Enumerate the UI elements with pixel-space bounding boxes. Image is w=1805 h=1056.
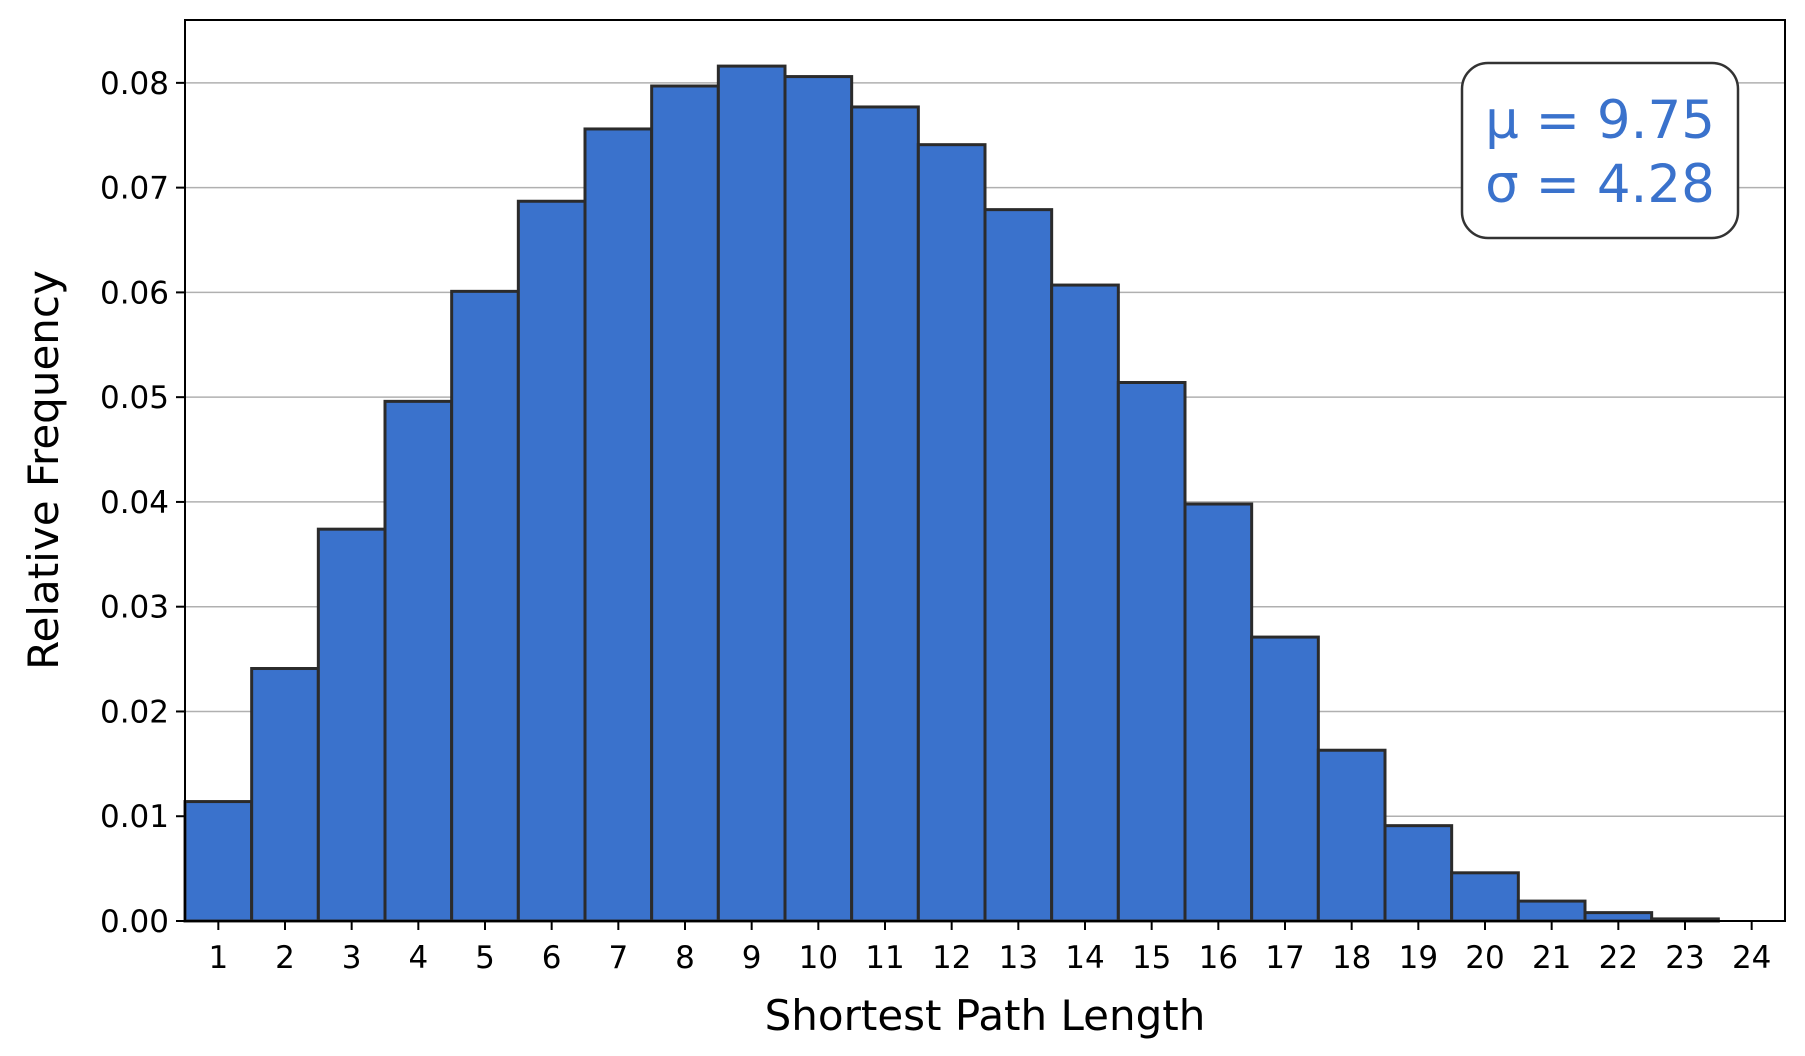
x-tick-label: 5 (475, 940, 495, 976)
bar (1316, 748, 1387, 923)
bar (1250, 635, 1320, 923)
bar (1516, 899, 1587, 923)
x-tick-label: 16 (1199, 940, 1238, 976)
x-axis: 1 2 3 4 5 6 7 8 9 10 11 12 13 14 15 16 17 18 19 20 21 22 23 24 (208, 921, 1771, 976)
bar (716, 64, 787, 923)
x-tick-label: 8 (675, 940, 695, 976)
bar (1183, 502, 1254, 923)
bar (916, 143, 987, 923)
x-tick-label: 6 (542, 940, 562, 976)
bar (1116, 380, 1187, 923)
x-tick-label: 13 (999, 940, 1038, 976)
x-tick-label: 12 (932, 940, 971, 976)
y-axis-label: Relative Frequency (19, 270, 68, 670)
stats-box-frame (1460, 61, 1740, 240)
x-tick-label: 22 (1599, 940, 1638, 976)
bar (1450, 871, 1520, 923)
y-axis: 0.00 0.01 0.02 0.03 0.04 0.05 0.06 0.07 0.08 (100, 66, 185, 940)
x-tick-label: 3 (342, 940, 362, 976)
bar (183, 800, 254, 923)
bar (1383, 824, 1454, 923)
x-tick-label: 21 (1532, 940, 1571, 976)
x-tick-label: 15 (1132, 940, 1171, 976)
x-axis-label: Shortest Path Length (765, 991, 1206, 1040)
stats-annotation: μ = 9.75 σ = 4.28 (1460, 61, 1740, 240)
x-tick-label: 24 (1732, 940, 1771, 976)
y-tick-label: 0.05 (100, 380, 169, 416)
mean-label: μ = 9.75 (1485, 90, 1715, 151)
y-tick-label: 0.02 (100, 694, 169, 730)
bar (516, 199, 587, 923)
y-tick-label: 0.01 (100, 799, 169, 835)
y-tick-label: 0.08 (100, 66, 169, 102)
bar (983, 208, 1054, 923)
bar (250, 667, 320, 923)
bar (650, 84, 720, 923)
y-tick-label: 0.04 (100, 485, 169, 521)
x-tick-label: 14 (1065, 940, 1104, 976)
y-tick-label: 0.00 (100, 904, 169, 940)
bars (183, 64, 1720, 923)
x-tick-label: 19 (1399, 940, 1438, 976)
y-tick-label: 0.03 (100, 590, 169, 626)
x-tick-label: 7 (608, 940, 628, 976)
std-label: σ = 4.28 (1485, 154, 1715, 215)
x-tick-label: 11 (865, 940, 904, 976)
x-tick-label: 18 (1332, 940, 1371, 976)
x-tick-label: 20 (1465, 940, 1504, 976)
bar (583, 127, 654, 923)
bar (316, 527, 387, 923)
x-tick-label: 17 (1265, 940, 1304, 976)
bar (383, 399, 454, 923)
bar (850, 105, 920, 923)
x-tick-label: 23 (1665, 940, 1704, 976)
bar (450, 289, 520, 923)
x-tick-label: 4 (408, 940, 428, 976)
plot-frame (184, 19, 1786, 922)
bar (1583, 911, 1654, 923)
x-tick-label: 1 (208, 940, 228, 976)
y-tick-label: 0.07 (100, 171, 169, 207)
x-tick-label: 10 (799, 940, 838, 976)
x-tick-label: 2 (275, 940, 295, 976)
bar (783, 75, 854, 923)
x-tick-label: 9 (742, 940, 762, 976)
y-tick-label: 0.06 (100, 275, 169, 311)
bar (1050, 283, 1120, 923)
